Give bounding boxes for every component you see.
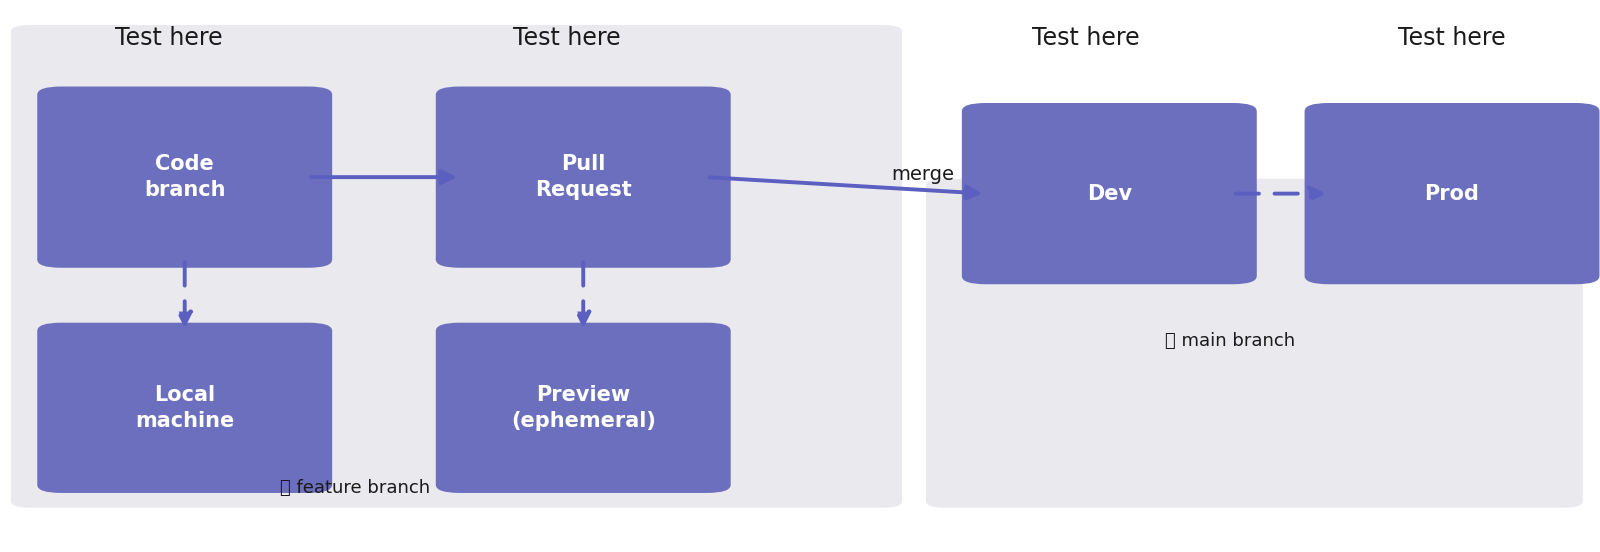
Text: ⑂ main branch: ⑂ main branch <box>1165 332 1296 350</box>
Text: merge: merge <box>891 165 954 184</box>
Text: Test here: Test here <box>514 26 621 50</box>
Text: Test here: Test here <box>115 26 222 50</box>
FancyBboxPatch shape <box>435 323 731 493</box>
Text: Preview
(ephemeral): Preview (ephemeral) <box>510 385 656 431</box>
Text: Test here: Test here <box>1398 26 1506 50</box>
FancyBboxPatch shape <box>962 103 1256 284</box>
FancyBboxPatch shape <box>926 179 1582 508</box>
FancyBboxPatch shape <box>37 323 333 493</box>
Text: Prod: Prod <box>1424 184 1480 204</box>
Text: Pull
Request: Pull Request <box>534 155 632 200</box>
Text: Dev: Dev <box>1086 184 1131 204</box>
Text: ⑂ feature branch: ⑂ feature branch <box>280 479 430 497</box>
FancyBboxPatch shape <box>37 87 333 268</box>
Text: Code
branch: Code branch <box>144 155 226 200</box>
FancyBboxPatch shape <box>1304 103 1600 284</box>
Text: Test here: Test here <box>1032 26 1139 50</box>
Text: Local
machine: Local machine <box>134 385 234 431</box>
FancyBboxPatch shape <box>435 87 731 268</box>
FancyBboxPatch shape <box>11 25 902 508</box>
